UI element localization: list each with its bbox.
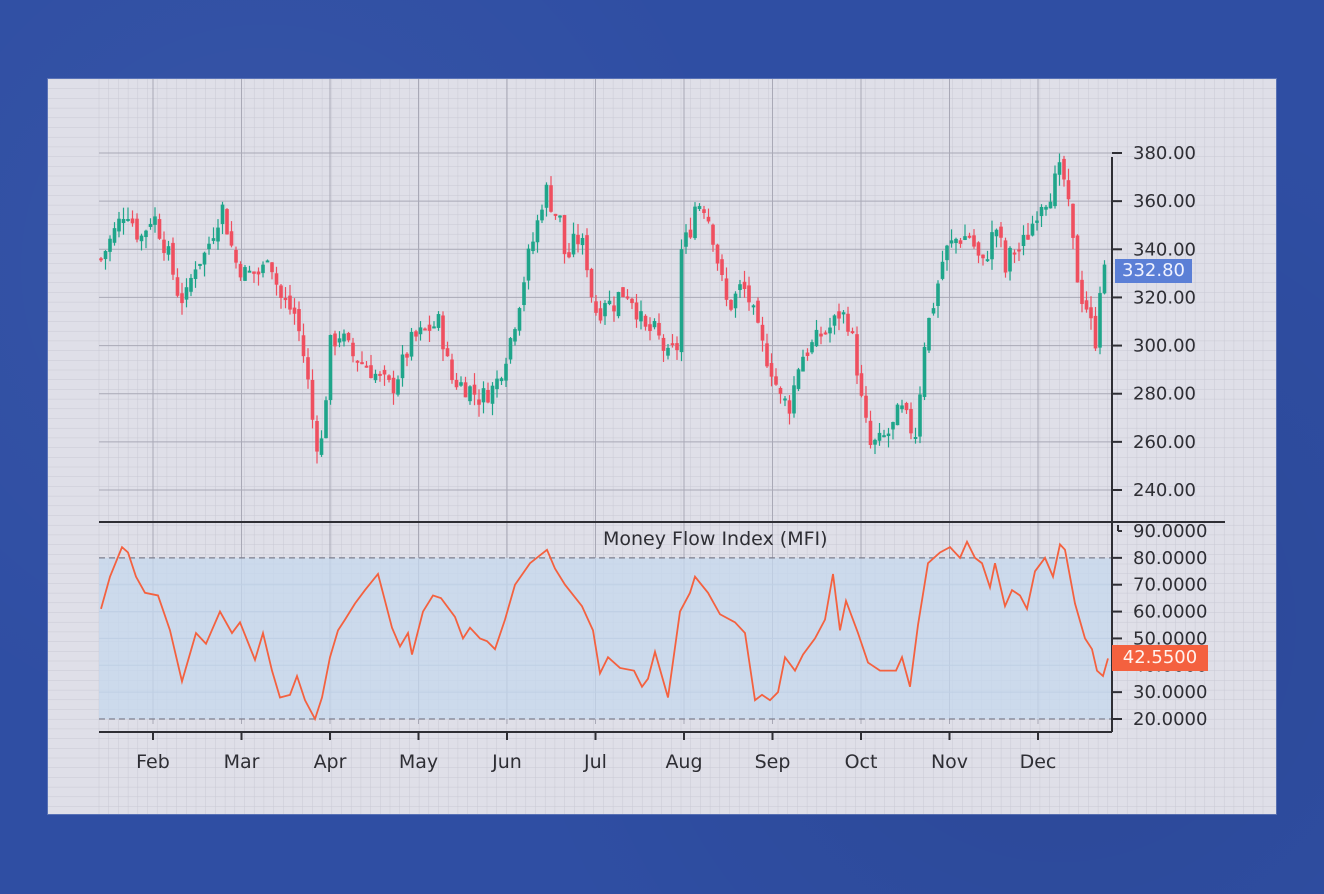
mfi-line: [100, 539, 1109, 722]
chart-canvas: 380.00 360.00 340.00 320.00 300.00 280.00 260.…: [48, 79, 1276, 814]
mfi-tick-label: 90.0000: [1133, 521, 1207, 542]
mfi-tick-label: 70.0000: [1133, 575, 1207, 596]
x-tick-label: Dec: [1020, 751, 1057, 773]
y-tick-label: 340.00: [1133, 239, 1196, 260]
mfi-band: [99, 557, 1112, 719]
y-tick-label: 280.00: [1133, 384, 1196, 405]
candlesticks: [99, 153, 1107, 464]
mfi-tick-label: 30.0000: [1133, 682, 1207, 703]
x-tick-label: Sep: [755, 751, 791, 773]
chart-panel: 380.00 360.00 340.00 320.00 300.00 280.00 260.…: [48, 79, 1276, 814]
mfi-value-badge: 42.5500: [1112, 645, 1208, 671]
x-tick-label: Apr: [314, 751, 347, 773]
x-tick-label: May: [399, 751, 438, 773]
x-tick-label: Nov: [931, 751, 968, 773]
mfi-tick-label: 50.0000: [1133, 628, 1207, 649]
y-tick-label: 300.00: [1133, 336, 1196, 357]
y-tick-label: 260.00: [1133, 432, 1196, 453]
x-tick-label: Jul: [583, 751, 607, 773]
mfi-title: Money Flow Index (MFI): [603, 528, 828, 550]
mfi-tick-label: 60.0000: [1133, 602, 1207, 623]
y-tick-label: 240.00: [1133, 480, 1196, 501]
y-tick-label: 320.00: [1133, 287, 1196, 308]
mfi-tick-label: 80.0000: [1133, 548, 1207, 569]
y-tick-label: 380.00: [1133, 143, 1196, 164]
x-tick-label: Jun: [491, 751, 522, 773]
last-price-badge: 332.80: [1115, 259, 1192, 283]
x-tick-label: Feb: [136, 751, 170, 773]
y-tick-label: 360.00: [1133, 191, 1196, 212]
mfi-tick-label: 20.0000: [1133, 709, 1207, 730]
x-tick-label: Aug: [665, 751, 702, 773]
x-tick-label: Mar: [224, 751, 260, 773]
x-tick-label: Oct: [845, 751, 878, 773]
